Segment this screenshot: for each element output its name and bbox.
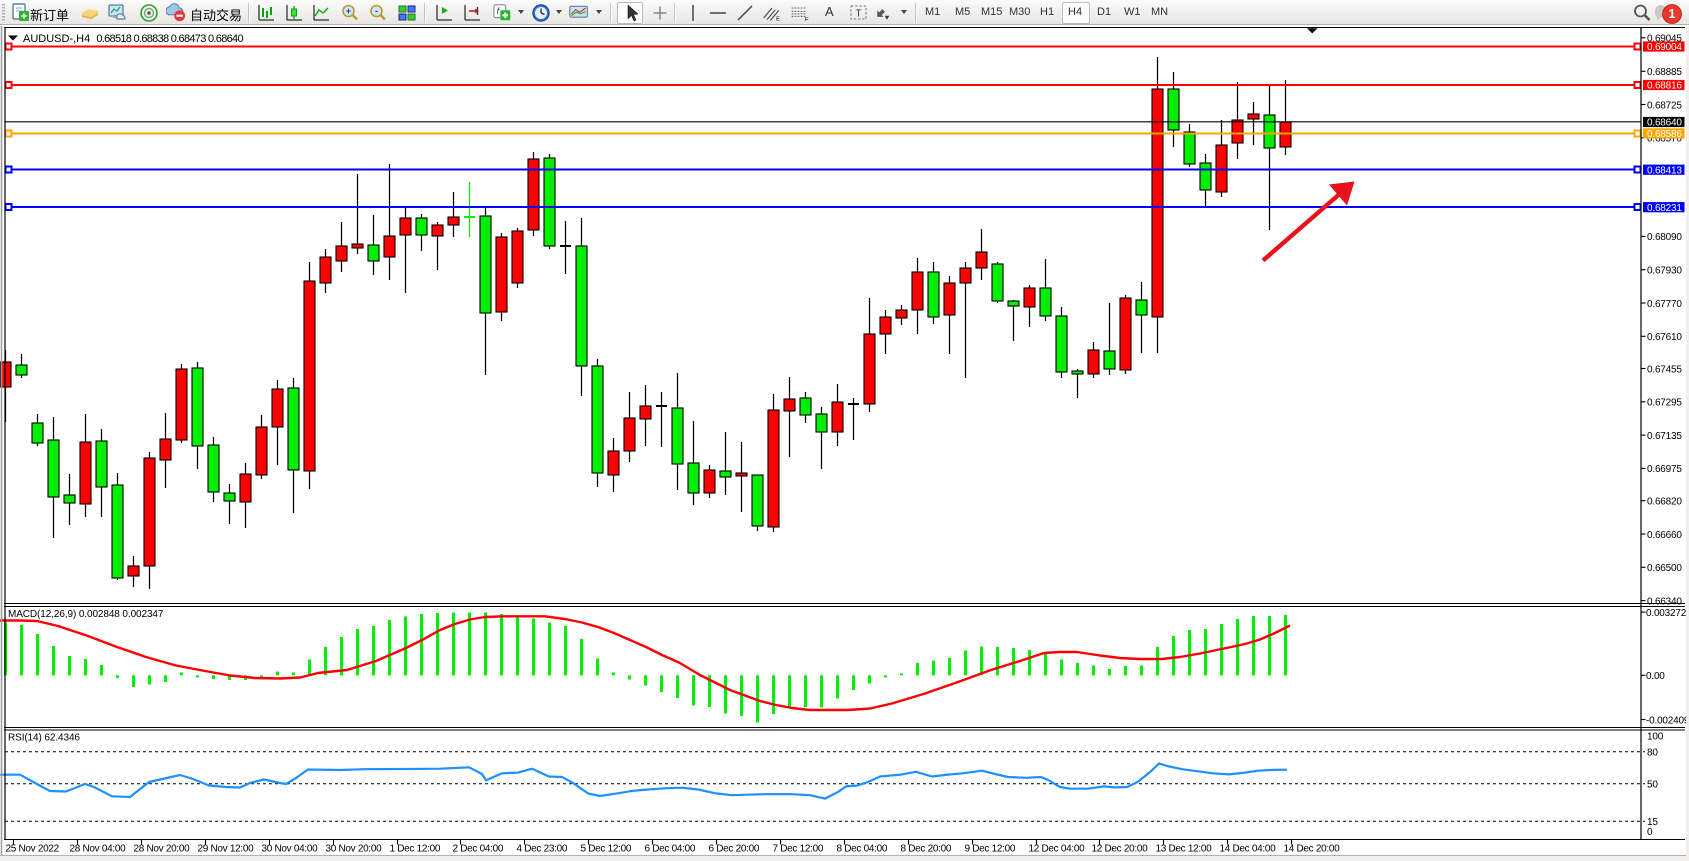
svg-text:0.66975: 0.66975 bbox=[1647, 464, 1682, 475]
svg-text:30 Nov 20:00: 30 Nov 20:00 bbox=[326, 844, 383, 855]
svg-text:E: E bbox=[776, 17, 780, 23]
svg-text:1 Dec 12:00: 1 Dec 12:00 bbox=[390, 844, 441, 855]
svg-text:30 Nov 04:00: 30 Nov 04:00 bbox=[262, 844, 319, 855]
svg-text:0.68090: 0.68090 bbox=[1647, 232, 1682, 243]
svg-text:RSI(14) 62.4346: RSI(14) 62.4346 bbox=[8, 733, 80, 744]
svg-text:+: + bbox=[346, 6, 351, 16]
svg-text:0: 0 bbox=[1647, 827, 1653, 838]
svg-text:28 Nov 20:00: 28 Nov 20:00 bbox=[134, 844, 191, 855]
svg-text:0.68231: 0.68231 bbox=[1647, 203, 1682, 214]
svg-text:12 Dec 04:00: 12 Dec 04:00 bbox=[1029, 844, 1086, 855]
svg-text:0.67455: 0.67455 bbox=[1647, 364, 1682, 375]
svg-text:6 Dec 04:00: 6 Dec 04:00 bbox=[645, 844, 696, 855]
svg-text:8 Dec 04:00: 8 Dec 04:00 bbox=[837, 844, 888, 855]
svg-text:0.66660: 0.66660 bbox=[1647, 530, 1682, 541]
svg-text:50: 50 bbox=[1647, 780, 1658, 791]
svg-text:12 Dec 20:00: 12 Dec 20:00 bbox=[1092, 844, 1149, 855]
svg-text:0.68640: 0.68640 bbox=[1647, 118, 1682, 129]
svg-text:5 Dec 12:00: 5 Dec 12:00 bbox=[581, 844, 632, 855]
svg-text:0.68816: 0.68816 bbox=[1647, 81, 1682, 92]
svg-text:14 Dec 04:00: 14 Dec 04:00 bbox=[1220, 844, 1277, 855]
svg-text:13 Dec 12:00: 13 Dec 12:00 bbox=[1156, 844, 1213, 855]
svg-text:0.68885: 0.68885 bbox=[1647, 67, 1682, 78]
svg-text:29 Nov 12:00: 29 Nov 12:00 bbox=[198, 844, 255, 855]
svg-text:-0.002409: -0.002409 bbox=[1646, 715, 1689, 726]
svg-text:28 Nov 04:00: 28 Nov 04:00 bbox=[70, 844, 127, 855]
svg-text:0.67610: 0.67610 bbox=[1647, 332, 1682, 343]
svg-text:15: 15 bbox=[1647, 817, 1658, 828]
svg-text:0.68413: 0.68413 bbox=[1647, 165, 1682, 176]
svg-text:0.66340: 0.66340 bbox=[1647, 596, 1682, 607]
svg-text:f: f bbox=[497, 6, 501, 16]
svg-text:0.00: 0.00 bbox=[1646, 671, 1665, 682]
svg-text:0.67135: 0.67135 bbox=[1647, 431, 1682, 442]
svg-text:4 Dec 23:00: 4 Dec 23:00 bbox=[517, 844, 568, 855]
svg-text:8 Dec 20:00: 8 Dec 20:00 bbox=[901, 844, 952, 855]
svg-text:0.68570: 0.68570 bbox=[1647, 134, 1682, 145]
svg-text:0.68586: 0.68586 bbox=[1647, 129, 1682, 140]
svg-text:14 Dec 20:00: 14 Dec 20:00 bbox=[1284, 844, 1341, 855]
svg-text:2 Dec 04:00: 2 Dec 04:00 bbox=[453, 844, 504, 855]
svg-text:0.67930: 0.67930 bbox=[1647, 266, 1682, 277]
svg-text:80: 80 bbox=[1647, 748, 1658, 759]
svg-text:0.003272: 0.003272 bbox=[1646, 608, 1687, 619]
svg-text:0.69045: 0.69045 bbox=[1647, 34, 1682, 45]
svg-text:6 Dec 20:00: 6 Dec 20:00 bbox=[709, 844, 760, 855]
svg-text:0.66500: 0.66500 bbox=[1647, 563, 1682, 574]
svg-text:-: - bbox=[375, 6, 378, 16]
svg-text:0.67295: 0.67295 bbox=[1647, 398, 1682, 409]
svg-text:0.67770: 0.67770 bbox=[1647, 299, 1682, 310]
svg-text:100: 100 bbox=[1647, 732, 1664, 743]
svg-text:9 Dec 12:00: 9 Dec 12:00 bbox=[965, 844, 1016, 855]
svg-text:0.66820: 0.66820 bbox=[1647, 497, 1682, 508]
svg-text:F: F bbox=[805, 17, 809, 23]
svg-text:AUDUSD-,H4 0.68518 0.68838 0.: AUDUSD-,H4 0.68518 0.68838 0.68473 0.686… bbox=[23, 33, 243, 45]
svg-text:0.69004: 0.69004 bbox=[1647, 42, 1682, 53]
svg-text:0.68725: 0.68725 bbox=[1647, 100, 1682, 111]
svg-text:T: T bbox=[855, 9, 861, 20]
svg-text:25 Nov 2022: 25 Nov 2022 bbox=[6, 844, 60, 855]
svg-text:7 Dec 12:00: 7 Dec 12:00 bbox=[773, 844, 824, 855]
svg-text:1: 1 bbox=[1669, 7, 1676, 21]
svg-text:MACD(12,26,9) 0.002848 0.00234: MACD(12,26,9) 0.002848 0.002347 bbox=[8, 609, 164, 620]
